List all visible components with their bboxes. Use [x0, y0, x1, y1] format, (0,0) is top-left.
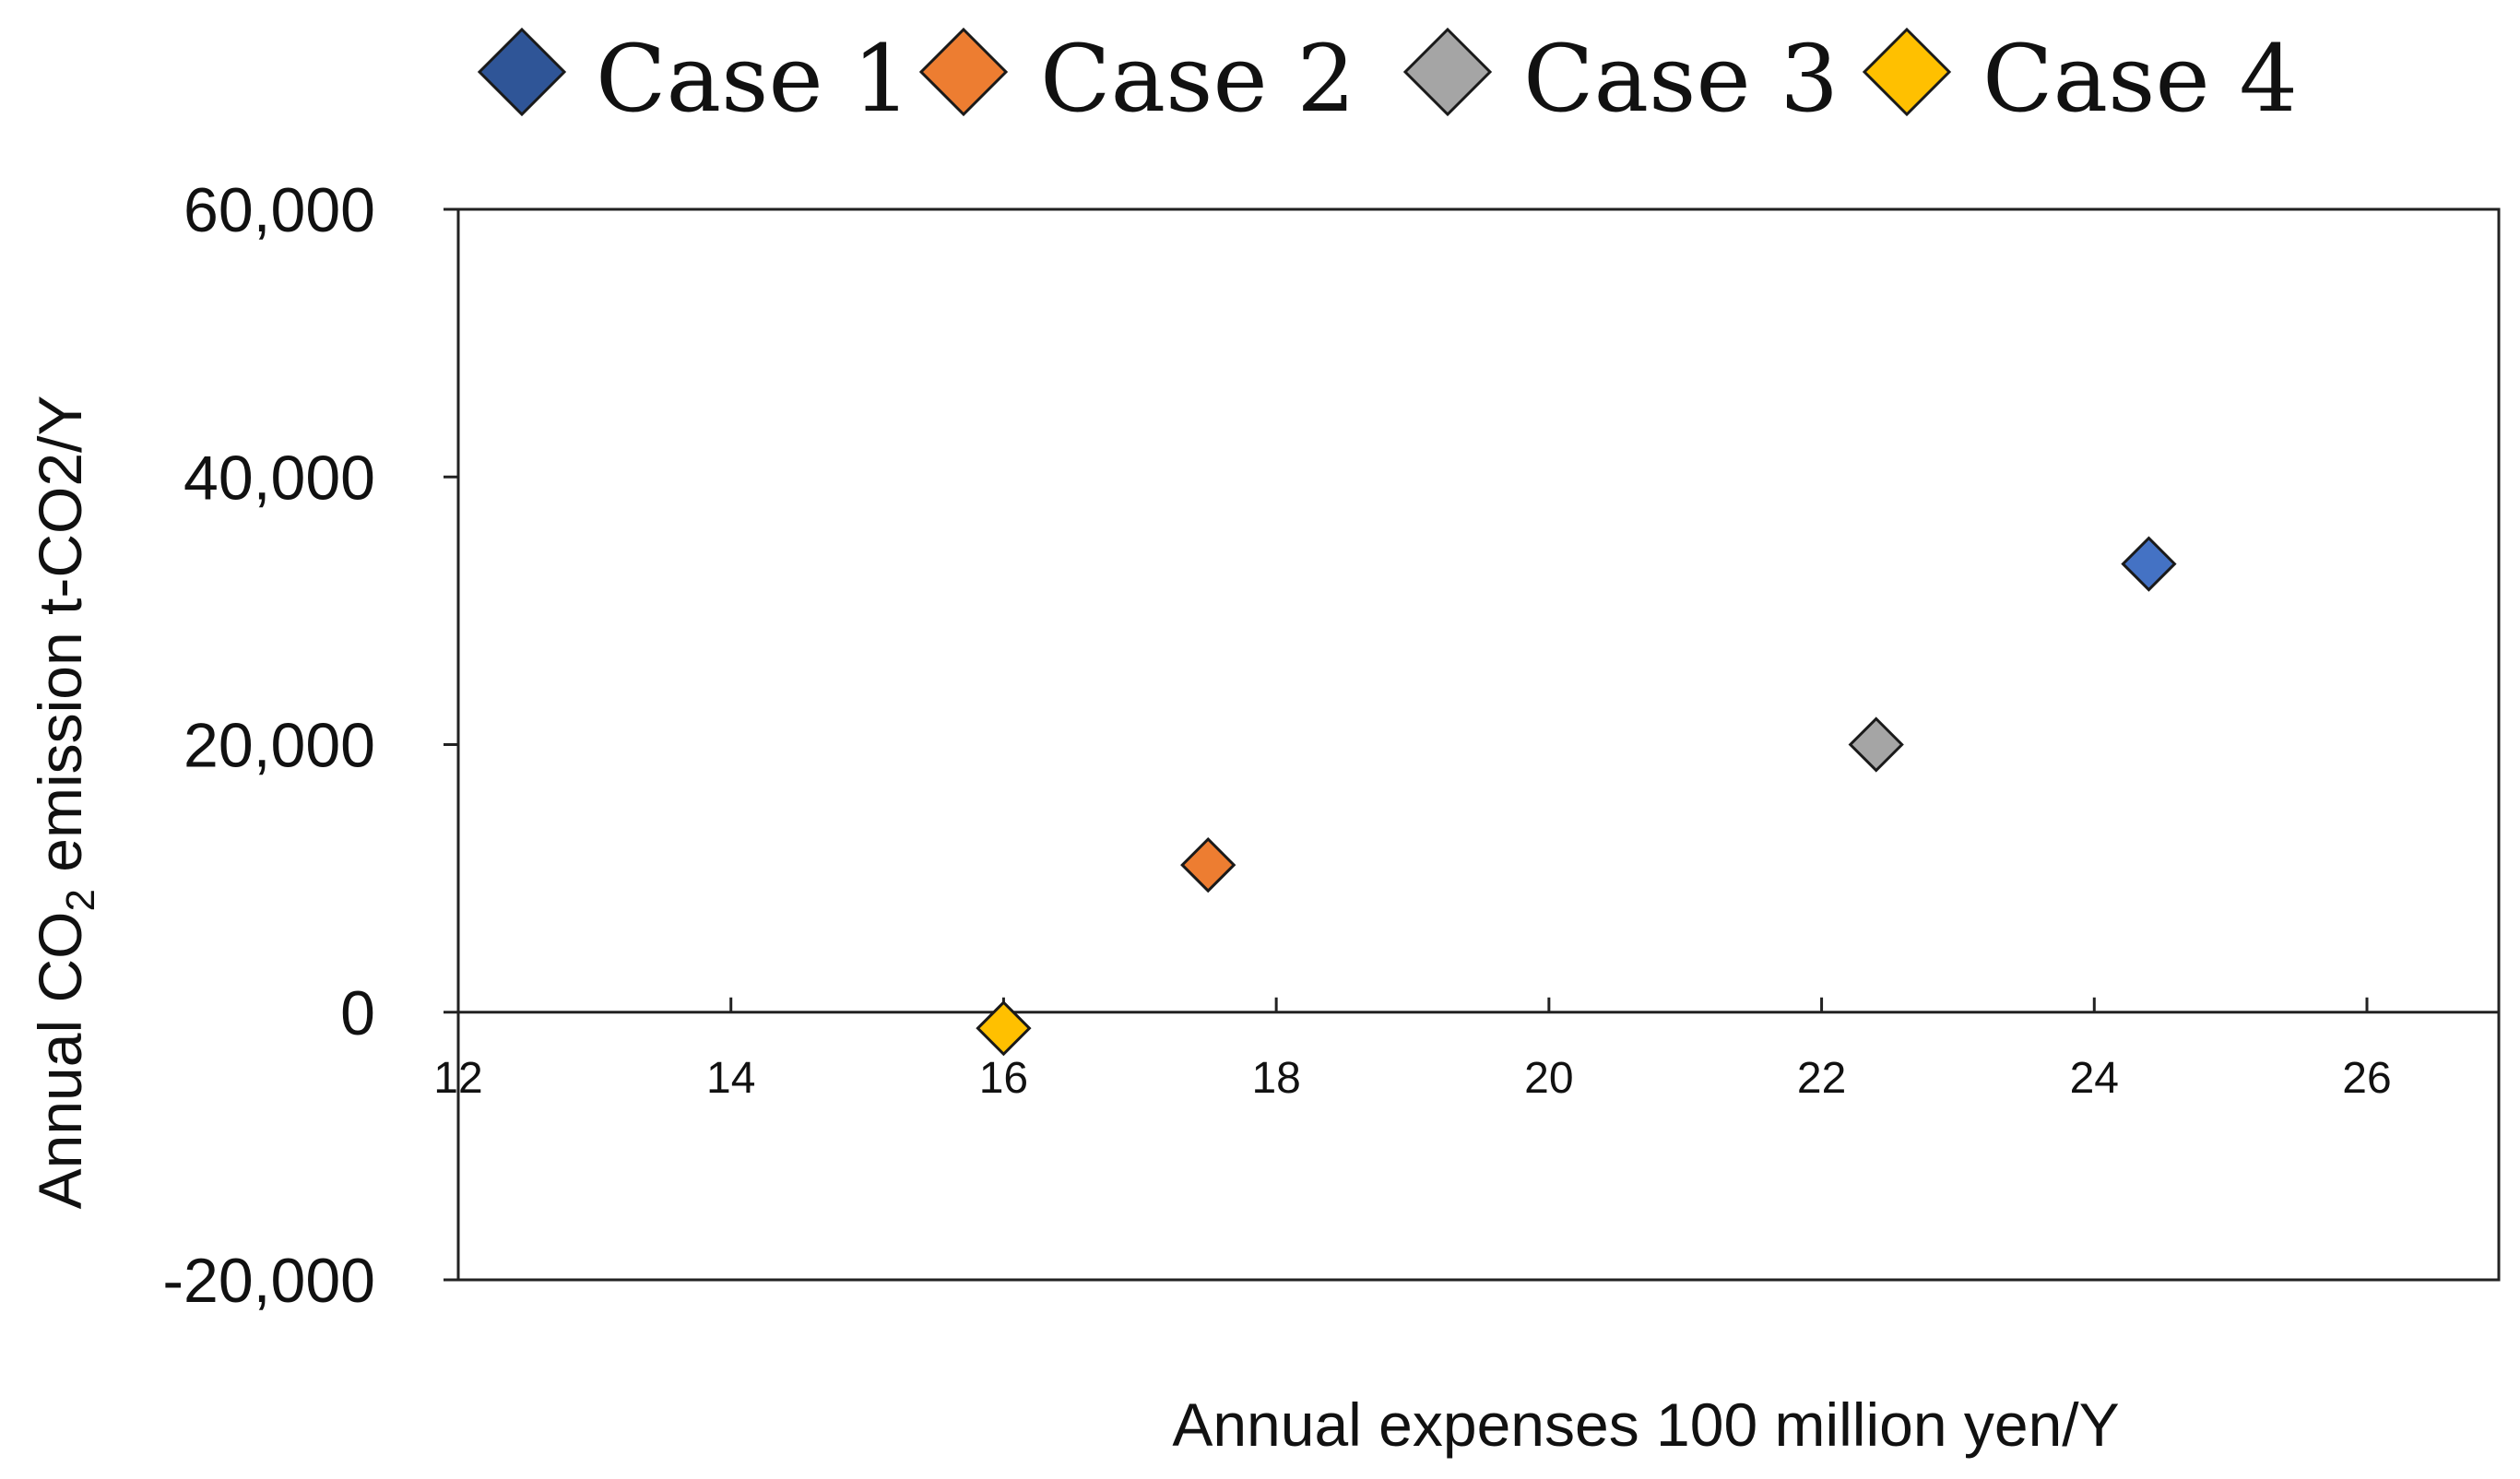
x-axis-title: Annual expenses 100 million yen/Y — [1172, 1390, 2119, 1459]
y-tick-label: -20,000 — [162, 1246, 375, 1316]
y-axis-title-prefix: Annual CO — [26, 912, 94, 1210]
y-tick-label: 0 — [340, 978, 375, 1048]
legend-label-case-2: Case 2 — [1040, 25, 1355, 133]
data-point-case-4 — [976, 1000, 1032, 1057]
y-axis-title: Annual CO2 emission t-CO2/Y — [26, 396, 103, 1210]
y-axis: -20,000 0 20,000 40,000 60,000 — [162, 175, 458, 1316]
data-point-case-2 — [1180, 836, 1236, 893]
plot-area-frame — [456, 207, 2501, 1282]
x-axis: 12 14 16 18 20 22 24 26 — [433, 997, 2499, 1103]
y-axis-title-suffix: emission t-CO2/Y — [26, 396, 94, 889]
x-tick-label: 18 — [1251, 1054, 1300, 1103]
x-tick-label: 12 — [433, 1054, 482, 1103]
data-point-case-1 — [2121, 536, 2177, 592]
y-tick-label: 20,000 — [183, 711, 375, 781]
legend-marker-case-4 — [1862, 27, 1952, 117]
x-tick-label: 22 — [1797, 1054, 1846, 1103]
x-tick-label: 24 — [2070, 1054, 2119, 1103]
y-tick-label: 60,000 — [183, 175, 375, 245]
x-tick-label: 20 — [1524, 1054, 1573, 1103]
y-axis-title-subscript: 2 — [58, 889, 103, 911]
legend-marker-case-1 — [477, 27, 567, 117]
data-points — [976, 536, 2177, 1057]
legend-marker-case-3 — [1402, 27, 1493, 117]
x-tick-label: 14 — [706, 1054, 755, 1103]
legend-marker-case-2 — [918, 27, 1009, 117]
x-tick-label: 26 — [2342, 1054, 2391, 1103]
legend: Case 1 Case 2 Case 3 Case 4 — [477, 25, 2298, 133]
y-tick-label: 40,000 — [183, 443, 375, 513]
data-point-case-3 — [1848, 716, 1904, 773]
legend-label-case-1: Case 1 — [596, 25, 911, 133]
legend-label-case-4: Case 4 — [1982, 25, 2298, 133]
x-tick-label: 16 — [979, 1054, 1028, 1103]
legend-label-case-3: Case 3 — [1523, 25, 1839, 133]
